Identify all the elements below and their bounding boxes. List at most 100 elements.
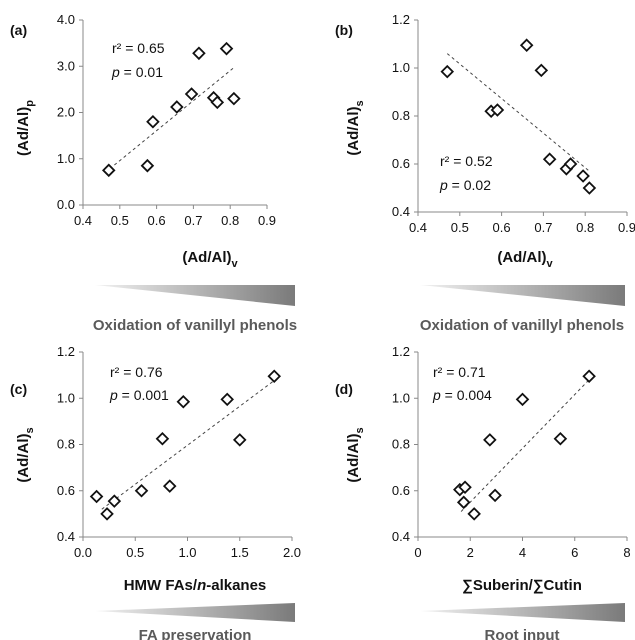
plot-area-c: 0.0 0.5 1.0 1.5 2.0 0.4 0.6 0.8 1.0 1.2 xyxy=(57,344,301,560)
x-tick-label: 4 xyxy=(519,545,526,560)
x-axis-label-c: HMW FAs/n-alkanes xyxy=(124,577,267,594)
panel-label-d: (d) xyxy=(335,381,353,397)
data-point xyxy=(458,480,472,495)
x-tick-label: 1.5 xyxy=(231,545,249,560)
y-tick-label: 0.8 xyxy=(392,108,410,123)
data-point xyxy=(100,507,114,521)
r-squared-d: r² = 0.71 xyxy=(433,364,486,380)
data-point xyxy=(563,157,578,171)
y-tick-label: 1.0 xyxy=(57,151,75,166)
data-point xyxy=(488,488,502,503)
y-axis-label-a-main: (Ad/Al) xyxy=(15,107,32,156)
panel-a: (a) (Ad/Al)p (Ad/Al)v 0.4 0.5 0.6 0.7 0.8 0.9… xyxy=(10,12,297,334)
gradient-wedge-d xyxy=(420,603,625,622)
svg-text:(Ad/Al)p: (Ad/Al)p xyxy=(15,100,36,156)
data-point xyxy=(576,169,590,183)
caption-a: Oxidation of vanillyl phenols xyxy=(93,317,297,334)
data-point xyxy=(227,91,241,106)
x-tick-label: 0.0 xyxy=(74,545,92,560)
data-point xyxy=(534,63,549,78)
panel-label-b: (b) xyxy=(335,22,353,38)
y-tick-label: 1.2 xyxy=(57,344,75,359)
panel-label-a: (a) xyxy=(10,22,27,38)
panel-c: (c) (Ad/Al)s HMW FAs/n-alkanes 0.0 0.5 1.0… xyxy=(10,344,301,640)
gradient-wedge-c xyxy=(95,603,295,622)
y-tick-label: 0.4 xyxy=(392,529,410,544)
data-point xyxy=(170,100,184,114)
x-tick-label: 0.9 xyxy=(618,220,635,235)
p-value-c: p = 0.001 xyxy=(109,387,169,403)
y-axis-label-d: (Ad/Al)s xyxy=(345,427,366,482)
p-value-b: p = 0.02 xyxy=(439,177,491,193)
data-point xyxy=(232,433,247,447)
y-tick-label: 1.0 xyxy=(392,390,410,405)
data-point xyxy=(220,392,234,407)
y-axis-label-b: (Ad/Al)s xyxy=(345,100,366,155)
gradient-wedge-a xyxy=(95,285,295,306)
data-point xyxy=(467,507,481,521)
plot-area-b: 0.4 0.5 0.6 0.7 0.8 0.9 0.4 0.6 0.8 1.0 1.2 xyxy=(392,12,635,235)
x-tick-label: 1.0 xyxy=(178,545,196,560)
data-point xyxy=(582,369,596,384)
x-axis-label-d: ∑Suberin/∑Cutin xyxy=(462,577,582,594)
data-point xyxy=(192,46,206,61)
y-tick-label: 1.0 xyxy=(392,60,410,75)
trend-line xyxy=(104,67,235,174)
x-tick-label: 0.5 xyxy=(126,545,144,560)
y-tick-label: 0.0 xyxy=(57,197,75,212)
x-axis-label-b: (Ad/Al)v xyxy=(497,249,553,270)
stats-a: r² = 0.65 p = 0.01 xyxy=(111,40,165,80)
panel-d: (d) (Ad/Al)s ∑Suberin/∑Cutin 0 2 4 6 8 0.4 0.6… xyxy=(335,344,631,640)
x-tick-label: 2.0 xyxy=(283,545,301,560)
data-point xyxy=(440,64,455,79)
data-point xyxy=(162,479,177,493)
data-point xyxy=(101,163,116,178)
x-tick-label: 0.6 xyxy=(148,213,166,228)
plot-area-d: 0 2 4 6 8 0.4 0.6 0.8 1.0 1.2 xyxy=(392,344,631,560)
svg-text:(Ad/Al)s: (Ad/Al)s xyxy=(15,427,36,482)
y-tick-label: 0.8 xyxy=(392,437,410,452)
trend-line xyxy=(101,379,276,510)
caption-b: Oxidation of vanillyl phenols xyxy=(420,317,624,334)
data-point xyxy=(176,394,191,409)
data-point xyxy=(483,433,497,447)
y-tick-label: 0.8 xyxy=(57,437,75,452)
y-tick-label: 1.2 xyxy=(392,344,410,359)
stats-b: r² = 0.52 p = 0.02 xyxy=(439,153,493,193)
svg-text:(Ad/Al)s: (Ad/Al)s xyxy=(345,427,366,482)
data-point xyxy=(582,181,597,195)
trend-line xyxy=(460,379,590,512)
data-point xyxy=(184,87,199,101)
x-tick-label: 0.4 xyxy=(409,220,427,235)
y-tick-label: 0.6 xyxy=(57,483,75,498)
x-tick-label: 0.8 xyxy=(221,213,239,228)
data-point xyxy=(89,489,104,504)
y-tick-label: 3.0 xyxy=(57,58,75,73)
data-point xyxy=(519,38,534,52)
svg-text:(Ad/Al)s: (Ad/Al)s xyxy=(345,100,366,155)
data-point xyxy=(140,158,155,173)
data-point xyxy=(146,114,160,129)
p-value-d: p = 0.004 xyxy=(432,387,492,403)
panel-b: (b) (Ad/Al)s (Ad/Al)v 0.4 0.5 0.6 0.7 0.8 0.9… xyxy=(335,12,635,334)
data-point xyxy=(134,483,149,498)
caption-d: Root input xyxy=(485,627,560,640)
x-tick-label: 0.5 xyxy=(111,213,129,228)
y-tick-label: 0.6 xyxy=(392,156,410,171)
p-value-a: p = 0.01 xyxy=(111,64,163,80)
r-squared-c: r² = 0.76 xyxy=(110,364,163,380)
r-squared-a: r² = 0.65 xyxy=(112,40,165,56)
data-point xyxy=(155,431,170,446)
data-point xyxy=(456,495,471,510)
x-tick-label: 0.7 xyxy=(534,220,552,235)
data-point xyxy=(490,103,505,117)
data-point xyxy=(219,41,234,56)
y-tick-label: 2.0 xyxy=(57,105,75,120)
y-tick-label: 1.0 xyxy=(57,390,75,405)
data-point xyxy=(553,431,568,446)
x-tick-label: 0.9 xyxy=(258,213,276,228)
x-tick-label: 0.8 xyxy=(576,220,594,235)
x-tick-label: 0.4 xyxy=(74,213,92,228)
data-point xyxy=(267,369,282,384)
